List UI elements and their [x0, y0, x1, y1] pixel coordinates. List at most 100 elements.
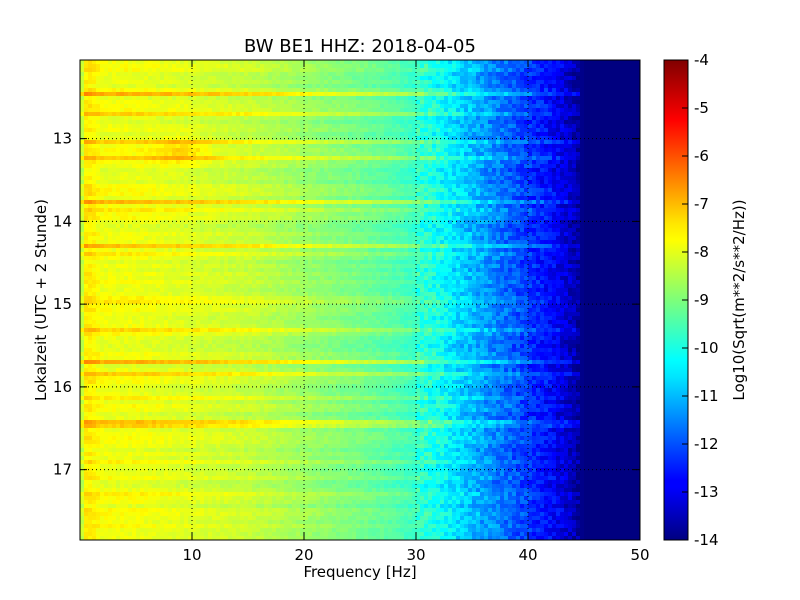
heatmap-cell [540, 156, 545, 161]
heatmap-cell [536, 148, 541, 153]
heatmap-cell [96, 140, 101, 145]
heatmap-cell [520, 188, 525, 193]
heatmap-cell [504, 180, 509, 185]
heatmap-cell [396, 200, 401, 205]
heatmap-cell [416, 192, 421, 197]
heatmap-cell [576, 156, 581, 161]
heatmap-cell [372, 64, 377, 69]
heatmap-cell [528, 128, 533, 133]
heatmap-cell [556, 128, 561, 133]
heatmap-cell [504, 164, 509, 169]
heatmap-cell [200, 120, 205, 125]
heatmap-cell [552, 168, 557, 173]
heatmap-cell [228, 112, 233, 117]
heatmap-cell [464, 160, 469, 165]
heatmap-cell [332, 188, 337, 193]
heatmap-cell [132, 184, 137, 189]
heatmap-cell [624, 148, 629, 153]
heatmap-cell [220, 160, 225, 165]
heatmap-cell [520, 132, 525, 137]
heatmap-cell [304, 200, 309, 205]
heatmap-cell [528, 184, 533, 189]
heatmap-cell [528, 176, 533, 181]
heatmap-cell [464, 140, 469, 145]
heatmap-cell [88, 88, 93, 93]
heatmap-cell [480, 104, 485, 109]
heatmap-cell [320, 196, 325, 201]
heatmap-cell [300, 60, 305, 65]
heatmap-cell [368, 164, 373, 169]
heatmap-cell [552, 68, 557, 73]
heatmap-cell [316, 192, 321, 197]
heatmap-cell [112, 92, 117, 97]
heatmap-cell [188, 140, 193, 145]
heatmap-cell [140, 188, 145, 193]
heatmap-cell [324, 176, 329, 181]
heatmap-cell [584, 144, 589, 149]
heatmap-cell [612, 64, 617, 69]
heatmap-cell [596, 72, 601, 77]
heatmap-cell [216, 128, 221, 133]
heatmap-cell [92, 164, 97, 169]
heatmap-cell [332, 200, 337, 205]
heatmap-cell [124, 100, 129, 105]
heatmap-cell [448, 60, 453, 65]
heatmap-cell [376, 176, 381, 181]
heatmap-cell [504, 120, 509, 125]
heatmap-cell [620, 172, 625, 177]
heatmap-cell [112, 152, 117, 157]
heatmap-cell [456, 168, 461, 173]
heatmap-cell [92, 180, 97, 185]
heatmap-cell [208, 128, 213, 133]
heatmap-cell [372, 124, 377, 129]
heatmap-cell [528, 112, 533, 117]
heatmap-cell [248, 132, 253, 137]
heatmap-cell [216, 116, 221, 121]
heatmap-cell [444, 72, 449, 77]
heatmap-cell [172, 84, 177, 89]
heatmap-cell [584, 104, 589, 109]
heatmap-cell [428, 92, 433, 97]
heatmap-cell [624, 120, 629, 125]
heatmap-cell [180, 164, 185, 169]
heatmap-cell [164, 188, 169, 193]
heatmap-cell [96, 160, 101, 165]
heatmap-cell [152, 92, 157, 97]
heatmap-cell [432, 196, 437, 201]
heatmap-cell [632, 168, 637, 173]
heatmap-cell [100, 160, 105, 165]
heatmap-cell [100, 172, 105, 177]
heatmap-cell [524, 116, 529, 121]
heatmap-cell [616, 84, 621, 89]
heatmap-cell [364, 76, 369, 81]
heatmap-cell [456, 140, 461, 145]
heatmap-cell [372, 88, 377, 93]
heatmap-cell [324, 72, 329, 77]
heatmap-cell [380, 104, 385, 109]
heatmap-cell [184, 148, 189, 153]
heatmap-cell [356, 128, 361, 133]
heatmap-cell [496, 172, 501, 177]
heatmap-cell [132, 160, 137, 165]
heatmap-cell [576, 92, 581, 97]
heatmap-cell [84, 124, 89, 129]
heatmap-cell [244, 108, 249, 113]
heatmap-cell [408, 76, 413, 81]
heatmap-cell [536, 188, 541, 193]
heatmap-cell [88, 184, 93, 189]
heatmap-cell [160, 164, 165, 169]
heatmap-cell [116, 184, 121, 189]
heatmap-cell [96, 116, 101, 121]
heatmap-cell [96, 84, 101, 89]
heatmap-cell [316, 116, 321, 121]
heatmap-cell [344, 124, 349, 129]
heatmap-cell [540, 68, 545, 73]
heatmap-cell [616, 136, 621, 141]
heatmap-cell [424, 176, 429, 181]
heatmap-cell [484, 156, 489, 161]
heatmap-cell [616, 184, 621, 189]
heatmap-cell [184, 64, 189, 69]
heatmap-cell [572, 68, 577, 73]
heatmap-cell [284, 80, 289, 85]
heatmap-cell [428, 188, 433, 193]
